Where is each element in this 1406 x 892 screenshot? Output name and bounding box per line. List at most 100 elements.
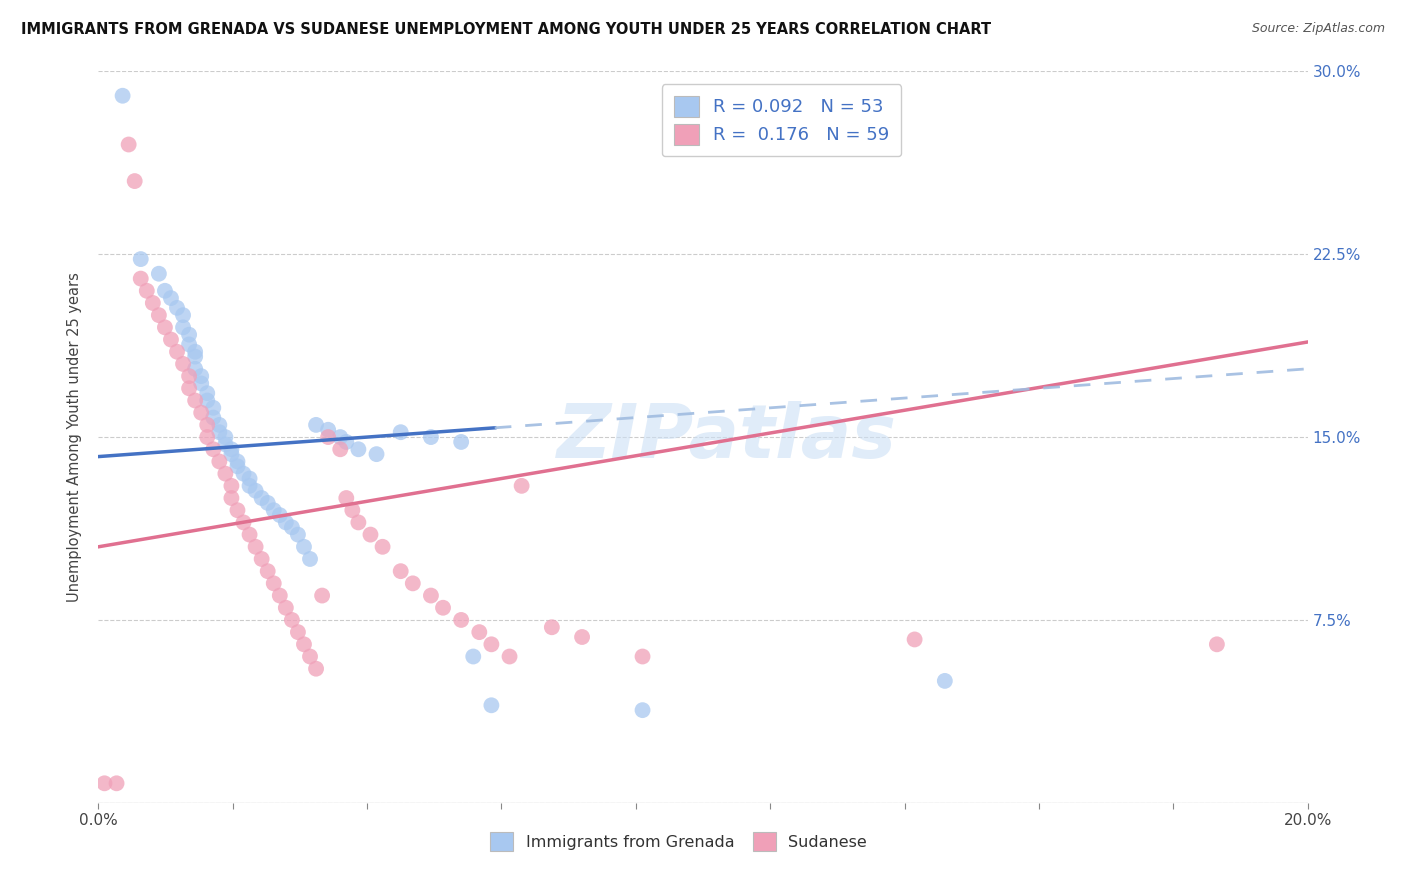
Point <box>269 589 291 603</box>
Point <box>232 467 254 481</box>
Point <box>239 527 262 541</box>
Point <box>347 516 370 530</box>
Point <box>129 252 152 266</box>
Point <box>420 430 443 444</box>
Point <box>299 552 322 566</box>
Point <box>287 527 309 541</box>
Point <box>190 376 212 391</box>
Point <box>111 88 134 103</box>
Point <box>245 483 267 498</box>
Point <box>263 576 285 591</box>
Point <box>142 296 165 310</box>
Point <box>221 491 243 505</box>
Point <box>311 589 333 603</box>
Point <box>184 344 207 359</box>
Point <box>335 491 357 505</box>
Point <box>274 516 297 530</box>
Point <box>179 327 201 342</box>
Point <box>402 576 425 591</box>
Point <box>221 479 243 493</box>
Text: Source: ZipAtlas.com: Source: ZipAtlas.com <box>1251 22 1385 36</box>
Point <box>329 442 352 457</box>
Point <box>195 417 218 432</box>
Point <box>432 600 454 615</box>
Point <box>371 540 394 554</box>
Point <box>631 703 654 717</box>
Point <box>160 291 183 305</box>
Point <box>202 442 225 457</box>
Point <box>540 620 562 634</box>
Point <box>287 625 309 640</box>
Point <box>934 673 956 688</box>
Point <box>239 471 262 485</box>
Point <box>342 503 364 517</box>
Point <box>221 442 243 457</box>
Point <box>214 430 236 444</box>
Point <box>450 434 472 449</box>
Point <box>129 271 152 285</box>
Point <box>184 361 207 376</box>
Point <box>93 776 115 790</box>
Point <box>226 503 249 517</box>
Point <box>195 430 218 444</box>
Point <box>239 479 262 493</box>
Point <box>316 430 339 444</box>
Point <box>226 454 249 468</box>
Point <box>214 467 236 481</box>
Point <box>179 381 201 395</box>
Point <box>153 284 176 298</box>
Point <box>166 344 188 359</box>
Point <box>510 479 533 493</box>
Point <box>195 386 218 401</box>
Point <box>208 425 231 440</box>
Point <box>232 516 254 530</box>
Point <box>292 637 315 651</box>
Point <box>498 649 520 664</box>
Point <box>202 410 225 425</box>
Point <box>366 447 388 461</box>
Y-axis label: Unemployment Among Youth under 25 years: Unemployment Among Youth under 25 years <box>67 272 83 602</box>
Point <box>226 459 249 474</box>
Point <box>245 540 267 554</box>
Point <box>184 393 207 408</box>
Point <box>571 630 593 644</box>
Point <box>281 520 304 534</box>
Point <box>250 552 273 566</box>
Point <box>202 401 225 415</box>
Point <box>256 564 278 578</box>
Point <box>153 320 176 334</box>
Point <box>481 637 503 651</box>
Point <box>360 527 382 541</box>
Point <box>292 540 315 554</box>
Point <box>420 589 443 603</box>
Point <box>250 491 273 505</box>
Point <box>184 350 207 364</box>
Point <box>463 649 485 664</box>
Point <box>179 369 201 384</box>
Point <box>316 423 339 437</box>
Point <box>148 308 170 322</box>
Point <box>335 434 357 449</box>
Point <box>172 308 194 322</box>
Point <box>305 662 328 676</box>
Point <box>195 393 218 408</box>
Point <box>160 333 183 347</box>
Point <box>481 698 503 713</box>
Point <box>389 564 412 578</box>
Point <box>208 417 231 432</box>
Legend: Immigrants from Grenada, Sudanese: Immigrants from Grenada, Sudanese <box>484 826 873 857</box>
Point <box>190 369 212 384</box>
Point <box>281 613 304 627</box>
Point <box>148 267 170 281</box>
Point <box>269 508 291 522</box>
Point <box>468 625 491 640</box>
Point <box>305 417 328 432</box>
Text: ZIPatlas: ZIPatlas <box>557 401 897 474</box>
Point <box>208 454 231 468</box>
Point <box>631 649 654 664</box>
Point <box>389 425 412 440</box>
Point <box>263 503 285 517</box>
Point <box>329 430 352 444</box>
Point <box>166 301 188 315</box>
Point <box>172 320 194 334</box>
